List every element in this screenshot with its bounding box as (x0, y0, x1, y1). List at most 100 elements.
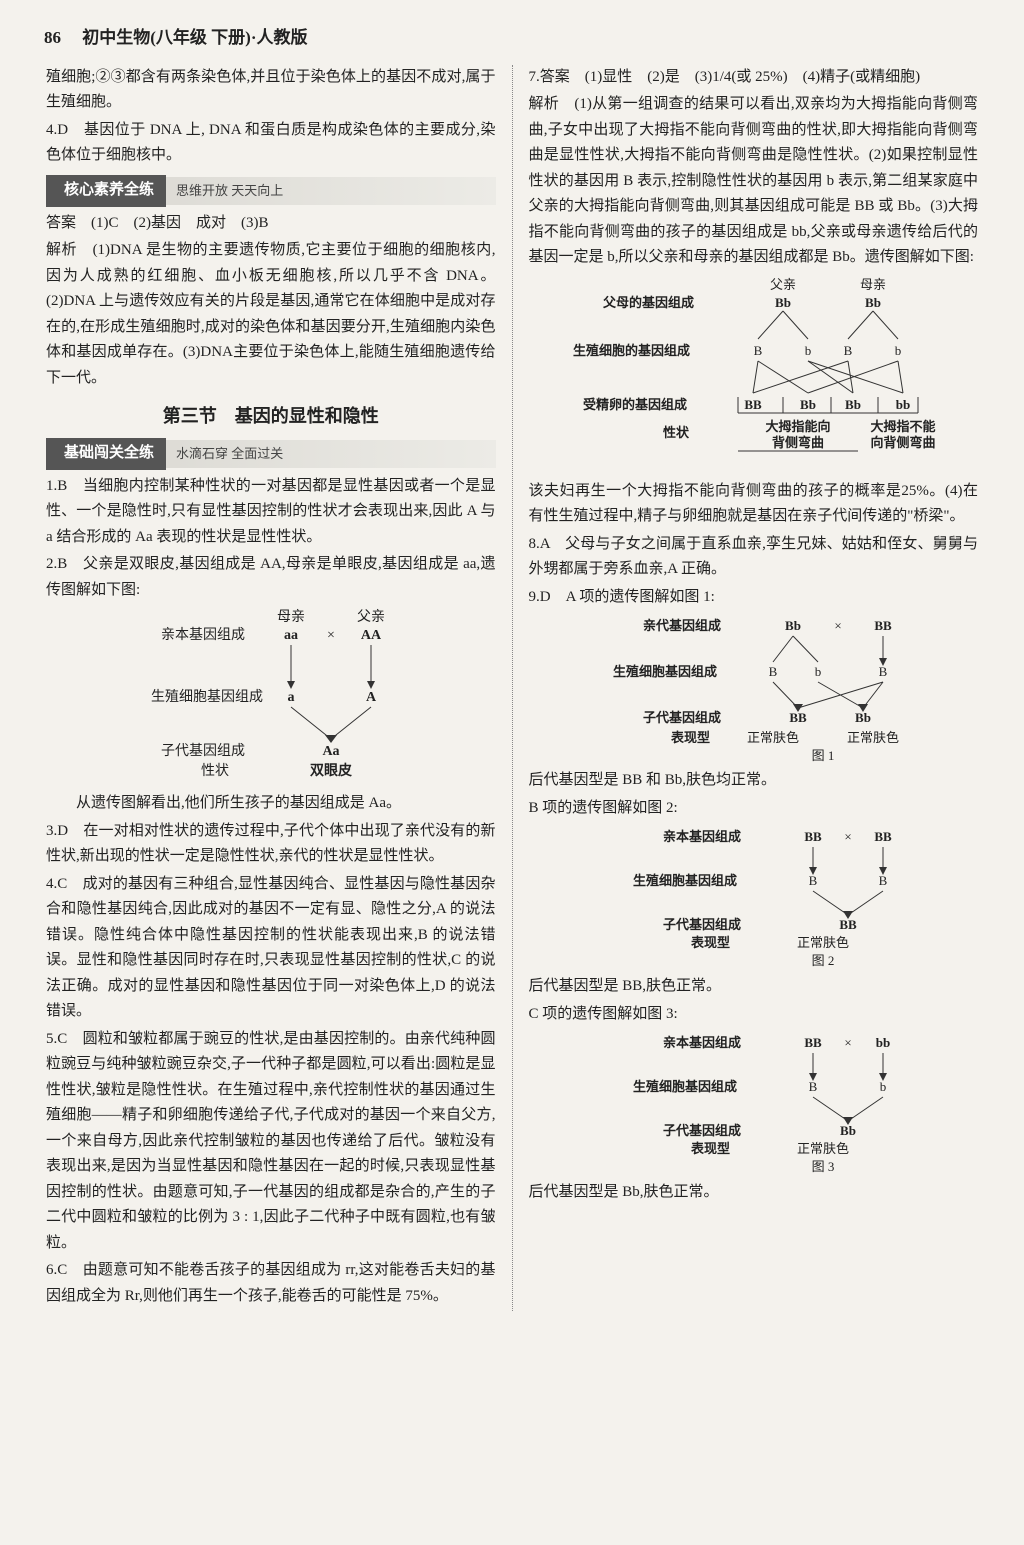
d91-cap: 图 1 (812, 748, 835, 763)
diagram-q2: 母亲 父亲 亲本基因组成 aa × AA 生殖细胞基因组成 a A (46, 607, 496, 787)
d93-t: 正常肤色 (797, 1141, 849, 1156)
d7-mother: 母亲 (860, 277, 886, 292)
d2-f1: Aa (322, 744, 339, 759)
sec-sub-basic: 水滴石穿 全面过关 (176, 443, 283, 465)
d7-g3: b (895, 343, 902, 358)
d2-g-row: 生殖细胞基因组成 (151, 688, 263, 705)
d93-p1: BB (805, 1035, 823, 1050)
d93-t-row: 表现型 (690, 1141, 730, 1156)
d92-t-row: 表现型 (690, 935, 730, 950)
d91-g2: B (879, 664, 888, 679)
section-heading: 第三节 基因的显性和隐性 (46, 401, 496, 432)
d91-g1: b (815, 664, 822, 679)
d92-p1: BB (805, 829, 823, 844)
d7-z2: Bb (845, 397, 861, 412)
d7-p2: Bb (865, 295, 881, 310)
d92-g1: B (879, 873, 888, 888)
d91-f-row: 子代基因组成 (643, 710, 721, 725)
core-answer: 答案 (1)C (2)基因 成对 (3)B (46, 211, 496, 237)
q5: 5.C 圆粒和皱粒都属于豌豆的性状,是由基因控制的。由亲代纯种圆粒豌豆与纯种皱粒… (46, 1027, 496, 1257)
two-column-layout: 殖细胞;②③都含有两条染色体,并且位于染色体上的基因不成对,属于生殖细胞。 4.… (40, 65, 984, 1312)
d2-mother-label: 母亲 (277, 609, 305, 625)
q7b: 解析 (1)从第一组调查的结果可以看出,双亲均为大拇指能向背侧弯曲,子女中出现了… (529, 92, 979, 271)
sec-title-basic: 基础闯关全练 (46, 438, 166, 470)
d93-g1: b (880, 1079, 887, 1094)
sec-sub-core: 思维开放 天天向上 (176, 180, 283, 202)
core-explain: 解析 (1)DNA 是生物的主要遗传物质,它主要位于细胞的细胞核内,因为人成熟的… (46, 238, 496, 391)
d92-p-row: 亲本基因组成 (663, 829, 741, 844)
q2a: 2.B 父亲是双眼皮,基因组成是 AA,母亲是单眼皮,基因组成是 aa,遗传图解… (46, 552, 496, 603)
d2-p-row: 亲本基因组成 (161, 626, 245, 643)
d7-t1a: 大拇指能向 (766, 419, 831, 434)
q7a: 7.答案 (1)显性 (2)是 (3)1/4(或 25%) (4)精子(或精细胞… (529, 65, 979, 91)
d7-g2: B (844, 343, 853, 358)
d91-t-row: 表现型 (670, 730, 710, 745)
diagram-q9-2: 亲本基因组成 BB × BB 生殖细胞基因组成 B B 子代基因组成 BB 表现… (529, 825, 979, 970)
d93-p-row: 亲本基因组成 (663, 1035, 741, 1050)
d7-g-row: 生殖细胞的基因组成 (573, 343, 690, 358)
d91-g0: B (769, 664, 778, 679)
q2b: 从遗传图解看出,他们所生孩子的基因组成是 Aa。 (46, 791, 496, 817)
d91-p-row: 亲代基因组成 (643, 618, 721, 633)
d2-father-label: 父亲 (357, 609, 385, 625)
q1: 1.B 当细胞内控制某种性状的一对基因都是显性基因或者一个是显性、一个是隐性时,… (46, 474, 496, 551)
d93-p2: bb (876, 1035, 890, 1050)
d7-z1: Bb (800, 397, 816, 412)
d92-f-row: 子代基因组成 (663, 917, 741, 932)
q9a: 9.D A 项的遗传图解如图 1: (529, 585, 979, 611)
d93-g-row: 生殖细胞基因组成 (633, 1079, 737, 1094)
q3: 3.D 在一对相对性状的遗传过程中,子代个体中出现了亲代没有的新性状,新出现的性… (46, 819, 496, 870)
section-bar-basic: 基础闯关全练 水滴石穿 全面过关 (46, 440, 496, 468)
q9f: 后代基因型是 Bb,肤色正常。 (529, 1180, 979, 1206)
d2-f-row: 子代基因组成 (161, 742, 245, 759)
d93-f: Bb (840, 1123, 856, 1138)
d92-p2: BB (875, 829, 893, 844)
d92-g0: B (809, 873, 818, 888)
d7-p-row: 父母的基因组成 (602, 295, 694, 310)
d92-x: × (845, 829, 852, 844)
d2-pheno-val: 双眼皮 (310, 762, 352, 779)
d7-z0: BB (745, 397, 763, 412)
page-title: 初中生物(八年级 下册)·人教版 (82, 28, 307, 47)
p-pre-2: 4.D 基因位于 DNA 上, DNA 和蛋白质是构成染色体的主要成分,染色体位… (46, 118, 496, 169)
d2-g-father: A (366, 690, 377, 705)
p-pre-1: 殖细胞;②③都含有两条染色体,并且位于染色体上的基因不成对,属于生殖细胞。 (46, 65, 496, 116)
d92-t: 正常肤色 (797, 935, 849, 950)
d7-g0: B (754, 343, 763, 358)
d91-g-row: 生殖细胞基因组成 (613, 664, 717, 679)
sec-title-core: 核心素养全练 (46, 175, 166, 207)
section-bar-core: 核心素养全练 思维开放 天天向上 (46, 177, 496, 205)
q7c: 该夫妇再生一个大拇指不能向背侧弯曲的孩子的概率是25%。(4)在有性生殖过程中,… (529, 479, 979, 530)
d92-cap: 图 2 (812, 953, 835, 968)
d7-g1: b (805, 343, 812, 358)
d91-t0: 正常肤色 (747, 730, 799, 745)
d7-t2b: 向背侧弯曲 (871, 435, 936, 450)
d91-p2: BB (875, 618, 893, 633)
d7-t-row: 性状 (663, 425, 690, 440)
q4: 4.C 成对的基因有三种组合,显性基因纯合、显性基因与隐性基因杂合和隐性基因纯合… (46, 872, 496, 1025)
q9e: C 项的遗传图解如图 3: (529, 1002, 979, 1028)
diagram-q9-3: 亲本基因组成 BB × bb 生殖细胞基因组成 B b 子代基因组成 Bb 表现… (529, 1031, 979, 1176)
q8: 8.A 父母与子女之间属于直系血亲,孪生兄妹、姑姑和侄女、舅舅与外甥都属于旁系血… (529, 532, 979, 583)
left-column: 殖细胞;②③都含有两条染色体,并且位于染色体上的基因不成对,属于生殖细胞。 4.… (40, 65, 513, 1312)
diagram-q7: 父亲 母亲 父母的基因组成 Bb Bb 生殖细胞的基因组成 B b B b (529, 275, 979, 475)
d7-p1: Bb (775, 295, 791, 310)
d7-z-row: 受精卵的基因组成 (583, 397, 687, 412)
q9b: 后代基因型是 BB 和 Bb,肤色均正常。 (529, 768, 979, 794)
d91-f0: BB (790, 710, 808, 725)
d92-f: BB (840, 917, 858, 932)
right-column: 7.答案 (1)显性 (2)是 (3)1/4(或 25%) (4)精子(或精细胞… (513, 65, 985, 1312)
d7-t2a: 大拇指不能 (871, 419, 936, 434)
d2-p-father: AA (361, 628, 382, 643)
d7-z3: bb (896, 397, 910, 412)
d2-p-mother: aa (284, 628, 298, 643)
d2-cross: × (327, 628, 335, 643)
d2-g-mother: a (287, 690, 294, 705)
diagram-q9-1: 亲代基因组成 Bb × BB 生殖细胞基因组成 B b B 子代基因组成 BB (529, 614, 979, 764)
d91-x: × (835, 618, 842, 633)
d2-pheno-row: 性状 (201, 763, 229, 779)
page-number: 86 (44, 28, 61, 47)
d93-x: × (845, 1035, 852, 1050)
d7-t1b: 背侧弯曲 (772, 435, 824, 450)
d91-p1: Bb (785, 618, 801, 633)
